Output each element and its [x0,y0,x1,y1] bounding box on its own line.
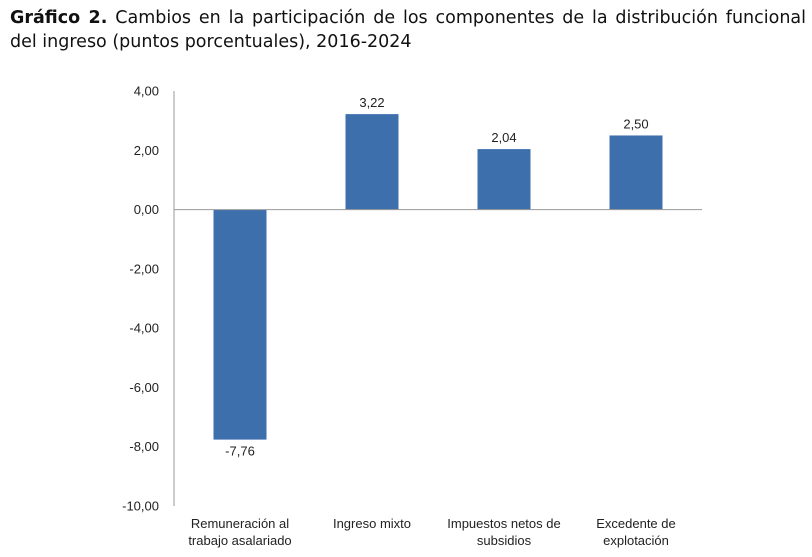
data-label: 2,04 [491,130,516,145]
x-tick-label: Excedente de [596,516,676,531]
x-tick-label: Impuestos netos de [447,516,560,531]
bar [477,149,531,210]
x-tick-label: Remuneración al [191,516,289,531]
bar [213,209,267,440]
y-tick-label: -8,00 [129,439,159,454]
y-tick-label: -6,00 [129,380,159,395]
y-tick-label: -2,00 [129,261,159,276]
chart-title: Gráfico 2. Cambios en la participación d… [10,6,806,54]
y-tick-label: 0,00 [134,202,159,217]
y-tick-label: -10,00 [122,499,159,514]
y-tick-label: 2,00 [134,143,159,158]
x-tick-label: trabajo asalariado [188,533,291,548]
x-tick-label: subsidios [477,533,532,548]
data-label: 2,50 [623,116,648,131]
x-tick-label: Ingreso mixto [333,516,411,531]
chart-title-label: Gráfico 2. [10,8,108,28]
y-tick-label: -4,00 [129,321,159,336]
data-label: 3,22 [359,95,384,110]
chart-title-text: Cambios en la participación de los compo… [10,8,806,52]
y-tick-label: 4,00 [134,84,159,99]
bar [345,114,399,210]
data-label: -7,76 [225,444,255,459]
bar [609,135,663,210]
x-tick-label: explotación [603,533,669,548]
